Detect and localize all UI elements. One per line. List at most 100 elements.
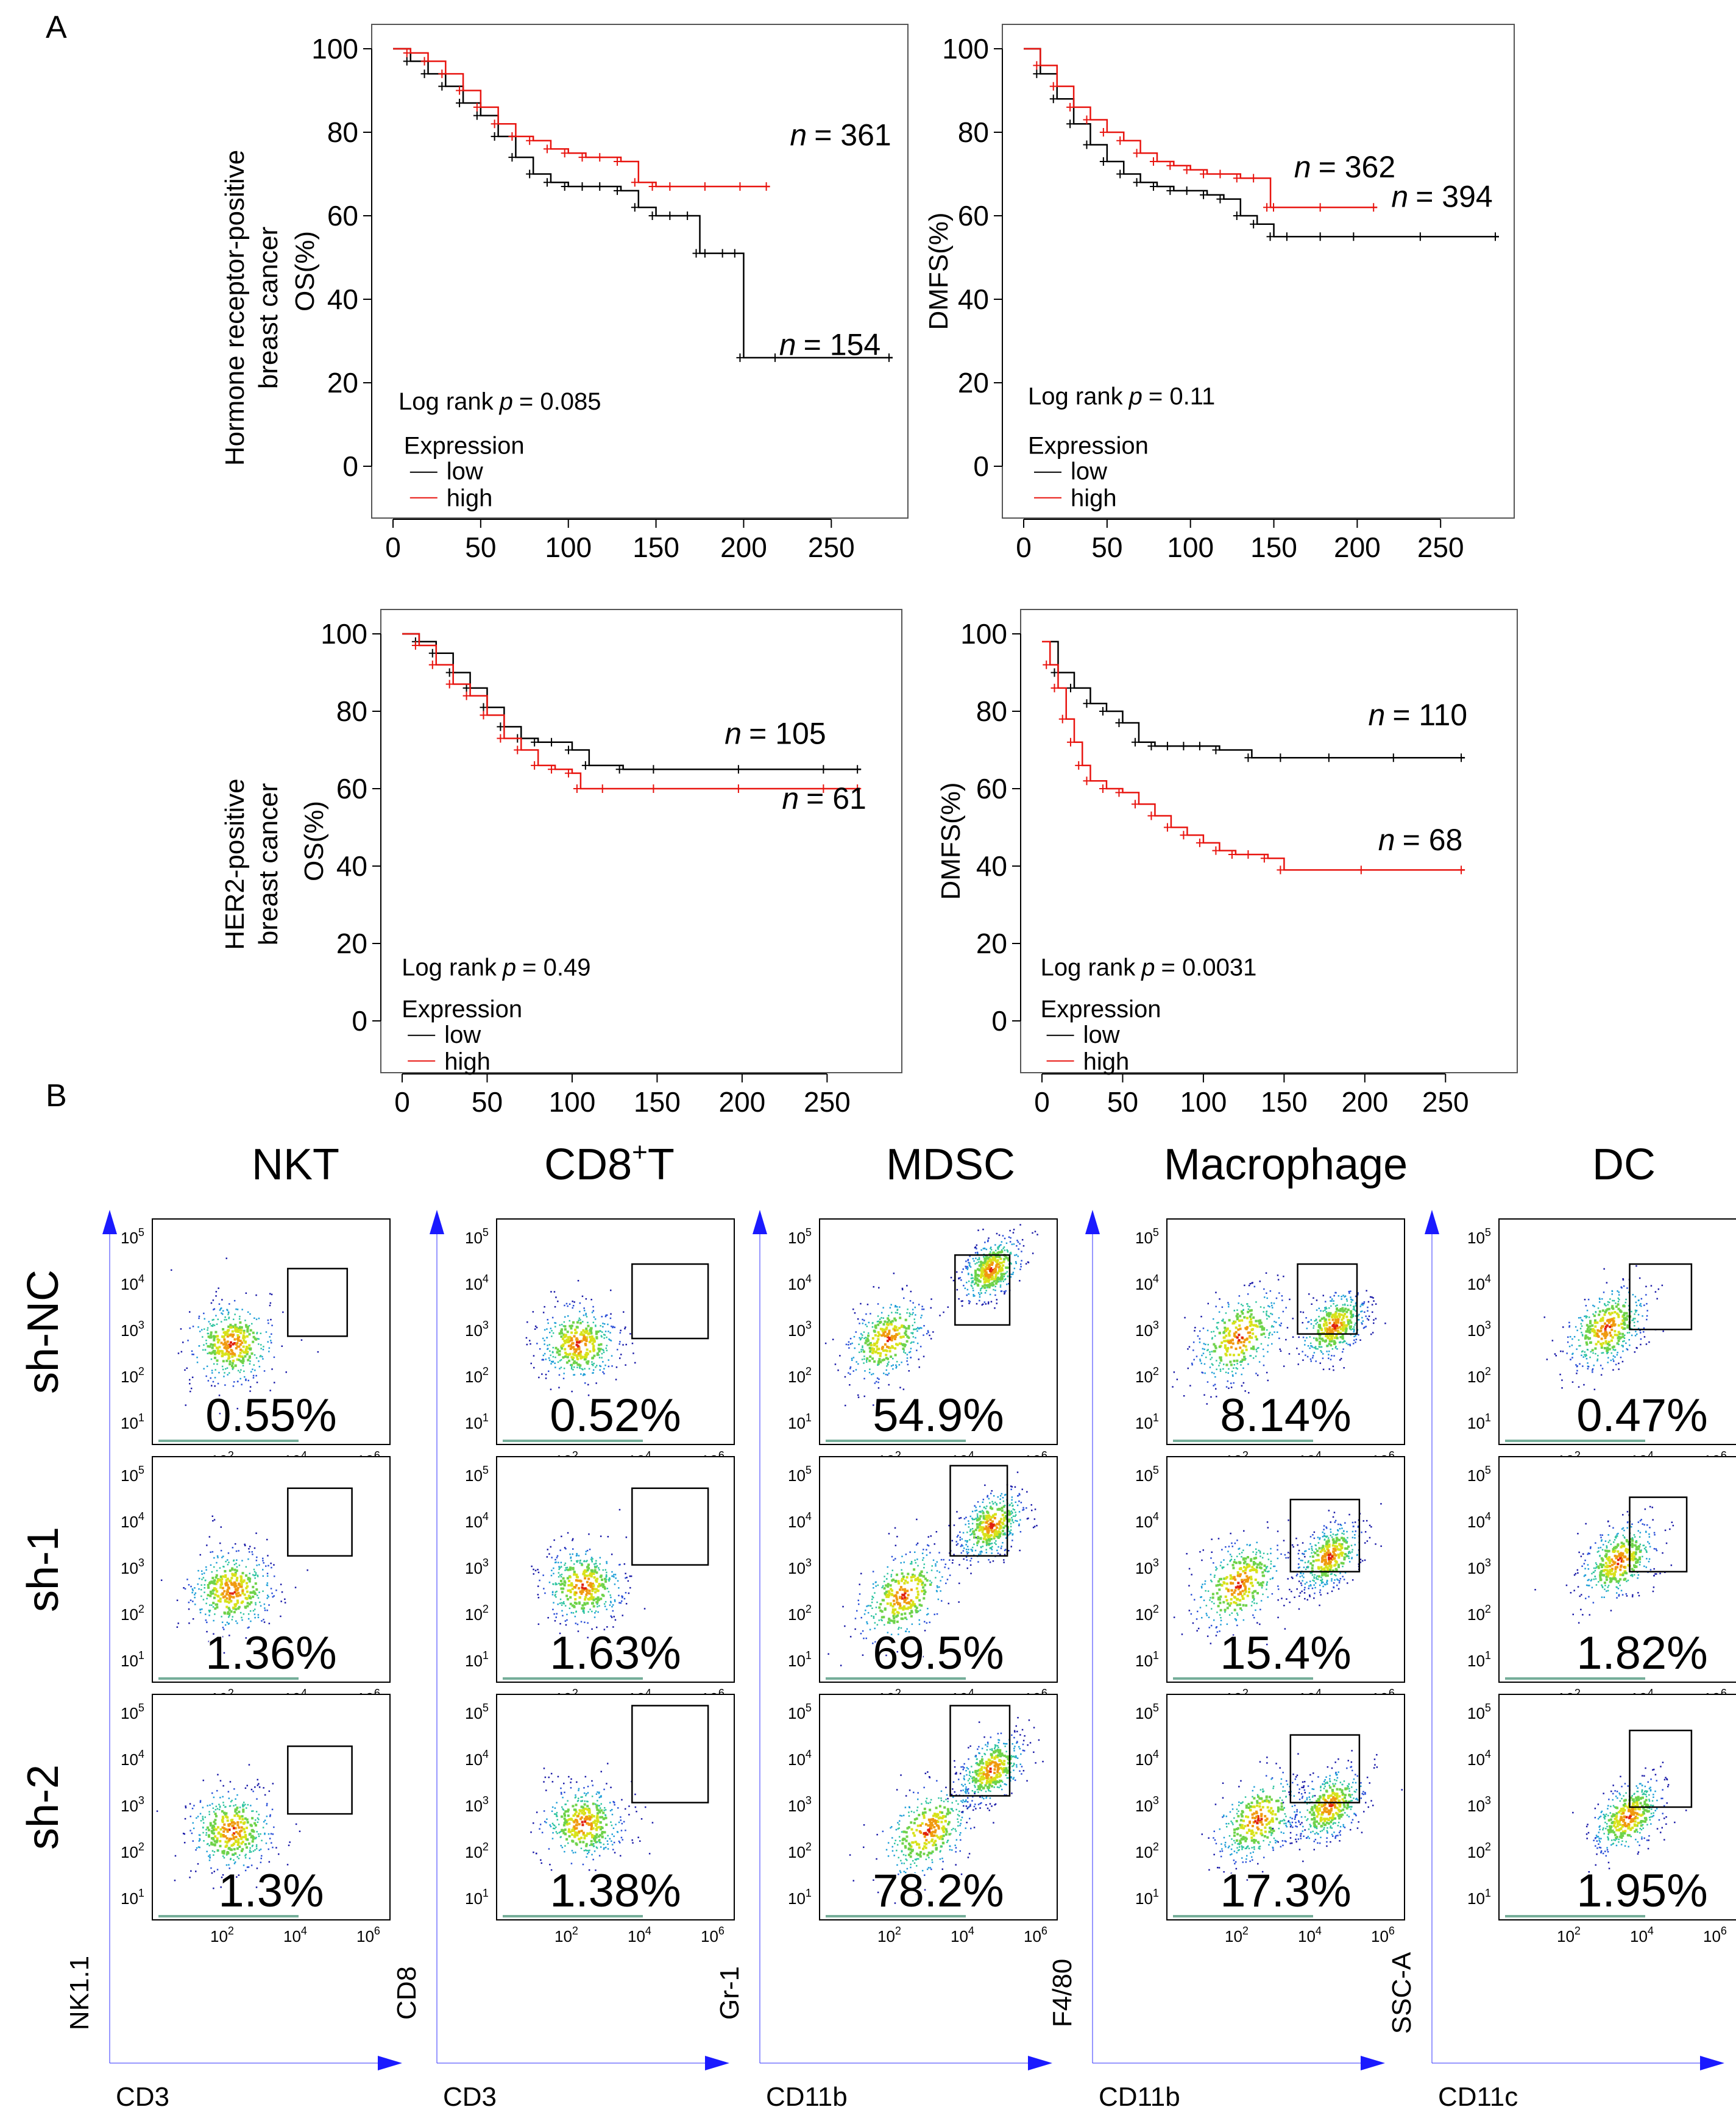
flow-event-dot [597, 1590, 599, 1593]
flow-event-dot [584, 1596, 587, 1599]
flow-event-dot [568, 1580, 571, 1582]
flow-event-dot [866, 1621, 868, 1623]
flow-event-dot [893, 1338, 896, 1340]
flow-y-tick: 105 [1135, 1226, 1159, 1247]
flow-event-dot [1009, 1229, 1011, 1232]
flow-event-dot [280, 1601, 282, 1602]
flow-event-dot [1201, 1354, 1203, 1357]
flow-event-dot [566, 1577, 569, 1580]
flow-event-dot [192, 1590, 194, 1591]
flow-panel-r1-c2: 10510410310210110210410669.5% [788, 1456, 1058, 1708]
flow-event-dot [1006, 1271, 1008, 1273]
flow-event-dot [196, 1362, 199, 1363]
flow-event-dot [1313, 1325, 1315, 1327]
flow-event-dot [886, 1365, 888, 1367]
flow-event-dot [231, 1365, 233, 1367]
flow-event-dot [221, 1312, 222, 1314]
flow-event-dot [611, 1575, 613, 1577]
flow-event-dot [992, 1283, 995, 1286]
km-legend-low: low [1083, 1021, 1120, 1048]
flow-event-dot [1010, 1262, 1011, 1264]
flow-event-dot [1235, 1367, 1237, 1369]
km-x-tick-label: 200 [1341, 1086, 1388, 1118]
flow-y-tick-base: 10 [121, 1321, 138, 1340]
flow-event-dot [877, 1338, 880, 1341]
flow-event-dot [1610, 1312, 1614, 1315]
flow-event-dot [561, 1347, 564, 1350]
flow-event-dot [1604, 1327, 1607, 1331]
flow-event-dot [231, 1572, 234, 1576]
flow-event-dot [560, 1587, 563, 1590]
flow-event-dot [927, 1544, 929, 1546]
flow-event-dot [1002, 1248, 1004, 1249]
flow-event-dot [1311, 1303, 1313, 1305]
flow-event-dot [877, 1320, 880, 1323]
km-p-symbol: p [1141, 954, 1155, 981]
flow-event-dot [1233, 1359, 1236, 1362]
flow-event-dot [1328, 1315, 1331, 1318]
flow-event-dot [1011, 1534, 1013, 1536]
flow-event-dot [1009, 1511, 1011, 1513]
km-censor-mark [497, 722, 505, 731]
flow-event-dot [258, 1338, 260, 1340]
flow-event-dot [255, 1294, 257, 1296]
flow-event-dot [563, 1340, 566, 1342]
flow-event-dot [550, 1354, 551, 1356]
flow-title-2: MDSC [886, 1140, 1015, 1189]
flow-event-dot [1367, 1319, 1370, 1321]
flow-event-dot [1617, 1339, 1620, 1342]
flow-event-dot [989, 1518, 992, 1521]
flow-event-dot [1209, 1351, 1211, 1353]
flow-event-dot [1219, 1368, 1222, 1370]
flow-event-dot [582, 1368, 584, 1371]
flow-event-dot [882, 1349, 885, 1352]
flow-event-dot [1007, 1520, 1010, 1522]
flow-event-dot [978, 1258, 980, 1260]
flow-event-dot [1275, 1321, 1277, 1323]
flow-event-dot [221, 1616, 222, 1618]
flow-event-dot [857, 1396, 860, 1398]
flow-event-dot [584, 1577, 587, 1580]
flow-event-dot [1323, 1320, 1327, 1323]
flow-event-dot [880, 1334, 884, 1337]
flow-event-dot [592, 1345, 595, 1348]
flow-event-dot [1016, 1245, 1018, 1247]
flow-event-dot [571, 1588, 574, 1590]
flow-event-dot [998, 1527, 1001, 1530]
flow-event-dot [213, 1582, 216, 1585]
flow-event-dot [250, 1620, 252, 1622]
flow-event-dot [982, 1512, 985, 1515]
flow-event-dot [270, 1588, 272, 1590]
flow-event-dot [1010, 1251, 1012, 1254]
flow-event-dot [997, 1266, 1001, 1269]
flow-event-dot [1243, 1358, 1246, 1361]
flow-event-dot [193, 1354, 194, 1355]
km-n-high-value: = 68 [1403, 823, 1463, 857]
flow-event-dot [868, 1371, 871, 1374]
flow-event-dot [866, 1343, 870, 1346]
flow-event-dot [222, 1343, 225, 1346]
flow-event-dot [1260, 1333, 1263, 1336]
flow-event-dot [270, 1340, 272, 1341]
flow-event-dot [999, 1265, 1002, 1268]
flow-event-dot [1292, 1318, 1294, 1320]
flow-event-dot [628, 1592, 630, 1594]
flow-event-dot [551, 1360, 553, 1363]
flow-event-dot [1632, 1319, 1634, 1321]
flow-event-dot [958, 1564, 960, 1566]
flow-event-dot [999, 1498, 1001, 1500]
flow-event-dot [891, 1312, 893, 1313]
flow-event-dot [859, 1323, 860, 1324]
flow-event-dot [891, 1555, 893, 1558]
km-censor-mark [420, 69, 428, 79]
flow-event-dot [1328, 1327, 1331, 1330]
flow-event-dot [991, 1256, 994, 1259]
flow-event-dot [228, 1316, 230, 1318]
flow-event-dot [890, 1588, 893, 1591]
flow-event-dot [160, 1579, 163, 1581]
flow-event-dot [606, 1349, 608, 1352]
flow-event-dot [1622, 1327, 1625, 1330]
flow-event-dot [213, 1318, 214, 1321]
flow-event-dot [1343, 1340, 1345, 1342]
flow-event-dot [1350, 1325, 1352, 1328]
